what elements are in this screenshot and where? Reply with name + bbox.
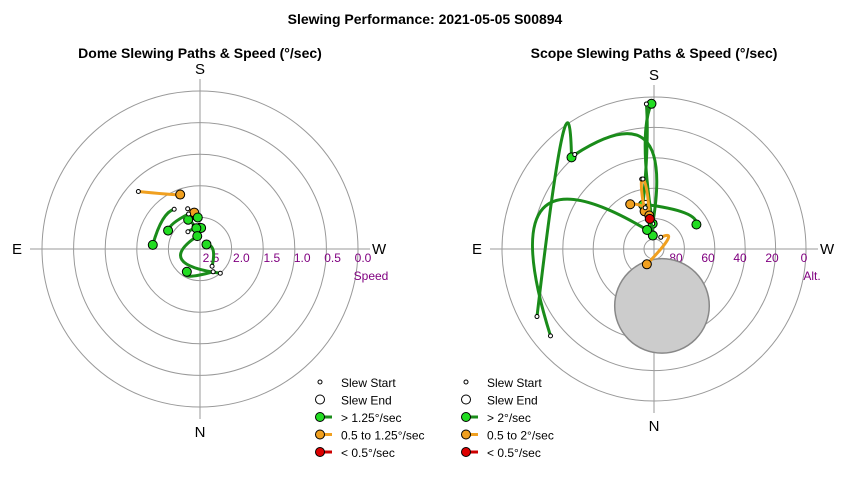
slew-start-marker <box>171 206 177 212</box>
ring-label: 60 <box>701 251 715 265</box>
compass-label-right: W <box>372 241 387 258</box>
slew-start-marker <box>642 205 648 211</box>
slew-path-fast <box>530 197 649 338</box>
panel-title: Dome Slewing Paths & Speed (°/sec) <box>78 45 322 61</box>
slew-path-fast <box>641 102 649 207</box>
scope-panel: Scope Slewing Paths & Speed (°/sec)SNE W8… <box>461 45 835 460</box>
legend-dot-medium <box>315 429 325 440</box>
ring-label: 40 <box>733 251 747 265</box>
legend-dot-fast <box>461 412 471 422</box>
slew-start-marker <box>658 234 664 240</box>
compass-label-top: S <box>649 67 659 84</box>
legend-label: Slew Start <box>487 376 542 390</box>
slew-path-fast <box>535 121 574 319</box>
legend-label: 0.5 to 1.25°/sec <box>341 429 425 443</box>
panel-title: Scope Slewing Paths & Speed (°/sec) <box>531 45 778 61</box>
slew-end-marker <box>192 231 203 242</box>
legend-label: Slew End <box>487 394 538 408</box>
compass-label-left: E <box>12 241 22 258</box>
slew-path-medium <box>136 190 182 197</box>
slew-start-marker <box>217 270 223 276</box>
dome-panel: Dome Slewing Paths & Speed (°/sec)S N E W 2.… <box>12 45 425 460</box>
compass-label-bottom: N <box>195 424 206 441</box>
slew-end-marker <box>625 199 636 210</box>
moon-disc <box>613 257 711 354</box>
legend-end-icon <box>315 394 325 405</box>
legend-dot-fast <box>315 412 325 422</box>
ring-label: 2.5 <box>203 251 220 265</box>
radial-axis-label: Alt. <box>803 269 820 283</box>
slew-end-marker <box>201 239 212 250</box>
legend-end-icon <box>461 394 471 405</box>
slew-end-marker <box>163 225 174 236</box>
legend-dot-slow <box>461 447 471 457</box>
ring-label: 2.0 <box>233 251 250 265</box>
slew-start-marker <box>640 176 646 182</box>
slew-end-marker <box>642 224 653 235</box>
slew-start-marker <box>135 189 141 195</box>
legend-label: > 1.25°/sec <box>341 411 402 425</box>
slew-path-medium <box>645 233 671 266</box>
legend-label: < 0.5°/sec <box>341 446 395 460</box>
legend-label: > 2°/sec <box>487 411 531 425</box>
legend-label: < 0.5°/sec <box>487 446 541 460</box>
legend-start-icon <box>463 379 469 385</box>
compass-label-bottom: N <box>649 418 660 435</box>
slew-start-marker <box>547 333 553 339</box>
ring-label: 1.5 <box>263 251 280 265</box>
slew-start-marker <box>209 263 215 269</box>
slew-end-marker <box>691 219 702 230</box>
legend-label: 0.5 to 2°/sec <box>487 429 554 443</box>
slew-start-marker <box>186 211 192 217</box>
legend-start-icon <box>317 379 323 385</box>
legend-label: Slew End <box>341 394 392 408</box>
slew-start-marker <box>210 269 216 275</box>
slew-end-marker <box>641 259 652 270</box>
legend-dot-medium <box>461 429 471 440</box>
ring-label: 0.0 <box>355 251 372 265</box>
slew-end-marker <box>175 189 186 200</box>
ring-label: 0.5 <box>324 251 341 265</box>
ring-label: 20 <box>765 251 779 265</box>
slew-end-marker <box>181 266 192 277</box>
radial-axis-label: Speed <box>354 269 389 283</box>
slew-end-marker <box>147 239 158 250</box>
compass-label-right: W <box>820 241 835 258</box>
ring-label: 0 <box>801 251 808 265</box>
compass-label-left: E <box>472 241 482 258</box>
slew-start-marker <box>185 206 191 212</box>
legend-label: Slew Start <box>341 376 396 390</box>
figure-title: Slewing Performance: 2021-05-05 S00894 <box>288 11 563 27</box>
slew-start-marker <box>572 152 578 158</box>
legend-dot-slow <box>315 447 325 457</box>
slew-start-marker <box>643 101 649 107</box>
compass-label-top: S <box>195 61 205 78</box>
slew-path-fast <box>179 234 222 275</box>
slew-end-marker <box>644 213 655 224</box>
ring-label: 1.0 <box>294 251 311 265</box>
slew-start-marker <box>185 229 191 235</box>
slew-start-marker <box>534 314 540 320</box>
slew-end-marker <box>192 212 203 223</box>
